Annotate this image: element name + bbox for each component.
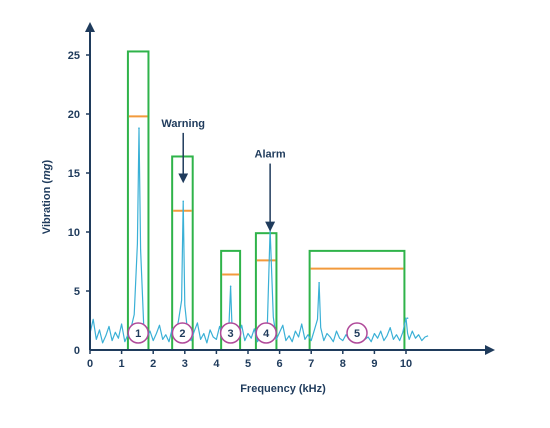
spectrum-peak-6	[406, 317, 409, 319]
annotation-warning: Warning	[161, 118, 205, 184]
y-tick-label-20: 20	[68, 109, 80, 121]
zone-marker-5: 5	[346, 322, 368, 344]
spectrum-peak-1	[138, 127, 140, 129]
x-tick-label-10: 10	[400, 358, 412, 370]
x-tick-label-3: 3	[182, 358, 188, 370]
y-axis-label: Vibration (mg)	[41, 159, 53, 234]
zones-layer	[126, 50, 406, 352]
annotation-alarm: Alarm	[255, 149, 286, 232]
x-tick-label-4: 4	[213, 358, 220, 370]
y-tick-label-5: 5	[74, 286, 80, 298]
y-axis-label-suffix: )	[41, 159, 53, 163]
annotation-label-warning: Warning	[161, 118, 205, 130]
spectrum-peak-3	[229, 285, 232, 288]
y-tick-label-25: 25	[68, 50, 80, 62]
zone-circle-4	[255, 322, 277, 344]
zone-marker-4: 4	[255, 322, 277, 344]
y-axis-label-unit: mg	[41, 163, 53, 180]
x-tick-label-9: 9	[371, 358, 377, 370]
zone-circle-1	[127, 322, 149, 344]
y-axis-label-prefix: Vibration (	[41, 180, 53, 235]
x-tick-label-0: 0	[87, 358, 93, 370]
annotations-layer: Warning Alarm	[161, 118, 286, 232]
y-tick-label-15: 15	[68, 168, 80, 180]
zone-number-2: 2	[179, 328, 185, 340]
x-tick-label-5: 5	[245, 358, 251, 370]
spectrum-peak-5	[318, 281, 320, 284]
annotation-label-alarm: Alarm	[255, 149, 286, 161]
zone-number-4: 4	[263, 328, 270, 340]
x-tick-label-7: 7	[308, 358, 314, 370]
x-tick-label-6: 6	[277, 358, 283, 370]
x-tick-label-1: 1	[119, 358, 125, 370]
y-tick-label-0: 0	[74, 345, 80, 357]
zone-number-3: 3	[228, 328, 234, 340]
zone-circle-2	[171, 322, 194, 344]
zone-circle-3	[219, 322, 242, 344]
x-axis-label: Frequency (kHz)	[240, 383, 326, 395]
zone-marker-3: 3	[219, 322, 242, 344]
zone-circle-5	[346, 322, 368, 344]
zone-marker-2: 2	[171, 322, 194, 344]
x-tick-label-2: 2	[150, 358, 156, 370]
zone-number-1: 1	[135, 328, 141, 340]
zone-circles-layer: 1 2 3 4 5	[127, 322, 368, 344]
y-tick-label-10: 10	[68, 227, 80, 239]
zone-marker-1: 1	[127, 322, 149, 344]
x-tick-label-8: 8	[340, 358, 346, 370]
spectrum-peak-2	[182, 200, 185, 203]
zone-number-5: 5	[354, 328, 360, 340]
